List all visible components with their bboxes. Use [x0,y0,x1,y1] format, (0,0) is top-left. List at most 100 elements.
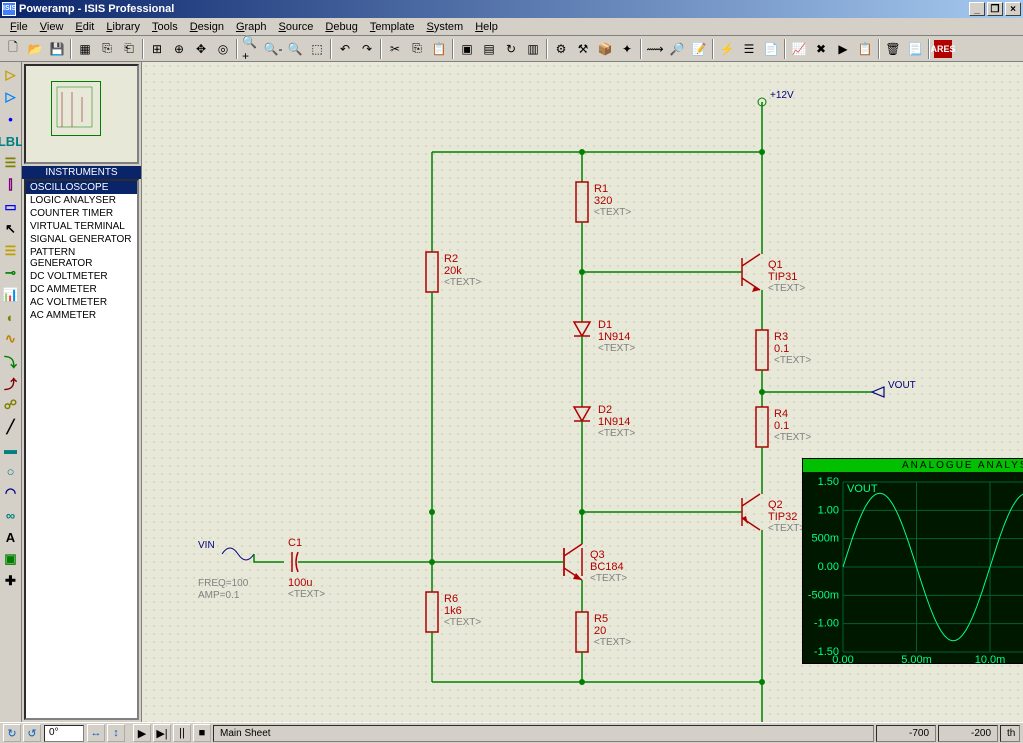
mode-line[interactable]: ╱ [1,417,21,437]
instrument-item[interactable]: VIRTUAL TERMINAL [26,220,137,233]
tool-sim-graph[interactable]: ▶ [833,39,853,59]
tool-import[interactable]: ⎘ [97,39,117,59]
mode-probe-i[interactable]: ⤴ [1,373,21,393]
pause-button[interactable]: || [173,724,191,742]
mode-terminal[interactable]: ☰ [1,241,21,261]
menu-help[interactable]: Help [469,19,504,35]
tool-grid[interactable]: ⊞ [147,39,167,59]
mode-tape[interactable]: ◐ [1,307,21,327]
tool-erc[interactable]: ⚡ [717,39,737,59]
maximize-button[interactable]: ❐ [987,2,1003,16]
tool-zoom-center[interactable]: ◎ [213,39,233,59]
mode-generator[interactable]: ∿ [1,329,21,349]
tool-save[interactable]: 💾 [47,39,67,59]
mode-path[interactable]: ∞ [1,505,21,525]
instruments-list[interactable]: OSCILLOSCOPELOGIC ANALYSERCOUNTER TIMERV… [24,179,139,720]
tool-zoom-area[interactable]: ⬚ [307,39,327,59]
mode-box[interactable]: ▬ [1,439,21,459]
tool-block-copy[interactable]: ▣ [457,39,477,59]
mode-text[interactable]: A [1,527,21,547]
mode-junction[interactable]: • [1,109,21,129]
overview-window[interactable] [24,64,139,164]
tool-cut[interactable]: ✂ [385,39,405,59]
tool-block-rotate[interactable]: ↻ [501,39,521,59]
instrument-item[interactable]: COUNTER TIMER [26,207,137,220]
menu-design[interactable]: Design [184,19,230,35]
menu-system[interactable]: System [421,19,470,35]
mode-arc[interactable]: ◠ [1,483,21,503]
menu-template[interactable]: Template [364,19,421,35]
tool-zoom-all[interactable]: 🔍 [285,39,305,59]
tool-copy[interactable]: ⎘ [407,39,427,59]
instrument-item[interactable]: DC AMMETER [26,283,137,296]
mode-circle[interactable]: ○ [1,461,21,481]
mode-edit[interactable]: ↖ [1,219,21,239]
tool-open[interactable]: 📂 [25,39,45,59]
mode-component[interactable]: ▷ [1,87,21,107]
mode-graph[interactable]: 📊 [1,285,21,305]
tool-paste[interactable]: 📋 [429,39,449,59]
menu-library[interactable]: Library [100,19,146,35]
mode-subcircuit[interactable]: ▭ [1,197,21,217]
tool-new-graph[interactable]: 📈 [789,39,809,59]
analogue-analysis-graph[interactable]: ANALOGUE ANALYSIS 1.501.00500m0.00-500m-… [802,458,1023,664]
tool-new[interactable]: 🗋 [3,39,23,59]
rotate-cw-button[interactable]: ↻ [3,724,21,742]
tool-block-delete[interactable]: ▥ [523,39,543,59]
tool-clear[interactable]: 🗑 [883,39,903,59]
tool-wire-autoroute[interactable]: ⟿ [645,39,665,59]
play-button[interactable]: ▶ [133,724,151,742]
step-button[interactable]: ▶| [153,724,171,742]
tool-decompose[interactable]: ✦ [617,39,637,59]
close-button[interactable]: × [1005,2,1021,16]
tool-pan[interactable]: ✥ [191,39,211,59]
tool-property[interactable]: 📝 [689,39,709,59]
tool-make[interactable]: ⚒ [573,39,593,59]
angle-field[interactable]: 0° [44,725,84,742]
tool-package[interactable]: 📦 [595,39,615,59]
tool-block-move[interactable]: ▤ [479,39,499,59]
instrument-item[interactable]: AC VOLTMETER [26,296,137,309]
tool-ares[interactable]: ARES [933,39,953,59]
mode-pin[interactable]: ⊸ [1,263,21,283]
tool-search[interactable]: 🔎 [667,39,687,59]
instrument-item[interactable]: DC VOLTMETER [26,270,137,283]
mode-probe-v[interactable]: ⤵ [1,351,21,371]
instrument-item[interactable]: OSCILLOSCOPE [26,181,137,194]
instrument-item[interactable]: PATTERN GENERATOR [26,246,137,270]
stop-button[interactable]: ■ [193,724,211,742]
tool-origin[interactable]: ⊕ [169,39,189,59]
mode-marker[interactable]: ✚ [1,571,21,591]
tool-undo[interactable]: ↶ [335,39,355,59]
minimize-button[interactable]: _ [969,2,985,16]
mode-selection[interactable]: ▷ [1,65,21,85]
menu-view[interactable]: View [34,19,70,35]
menu-edit[interactable]: Edit [69,19,100,35]
tool-bom[interactable]: 📄 [761,39,781,59]
instrument-item[interactable]: LOGIC ANALYSER [26,194,137,207]
mode-instrument[interactable]: ☍ [1,395,21,415]
mode-label[interactable]: LBL [1,131,21,151]
tool-netlist[interactable]: ☰ [739,39,759,59]
menu-file[interactable]: File [4,19,34,35]
tool-redo[interactable]: ↷ [357,39,377,59]
menu-graph[interactable]: Graph [230,19,273,35]
rotate-ccw-button[interactable]: ↺ [23,724,41,742]
tool-report[interactable]: 📃 [905,39,925,59]
mode-bus[interactable]: ⫿ [1,175,21,195]
flip-h-button[interactable]: ↔ [87,724,105,742]
mode-script[interactable]: ☰ [1,153,21,173]
instrument-item[interactable]: AC AMMETER [26,309,137,322]
schematic-canvas[interactable]: +12VR1320<TEXT>R220k<TEXT>Q1TIP31<TEXT>R… [142,62,1023,740]
tool-zoom-in[interactable]: 🔍+ [241,39,261,59]
tool-export[interactable]: ⎗ [119,39,139,59]
menu-tools[interactable]: Tools [146,19,184,35]
instrument-item[interactable]: SIGNAL GENERATOR [26,233,137,246]
flip-v-button[interactable]: ↕ [107,724,125,742]
tool-zoom-out[interactable]: 🔍- [263,39,283,59]
tool-view-log[interactable]: 📋 [855,39,875,59]
tool-print-area[interactable]: ▦ [75,39,95,59]
menu-source[interactable]: Source [273,19,320,35]
tool-del-graph[interactable]: ✖ [811,39,831,59]
menu-debug[interactable]: Debug [319,19,363,35]
